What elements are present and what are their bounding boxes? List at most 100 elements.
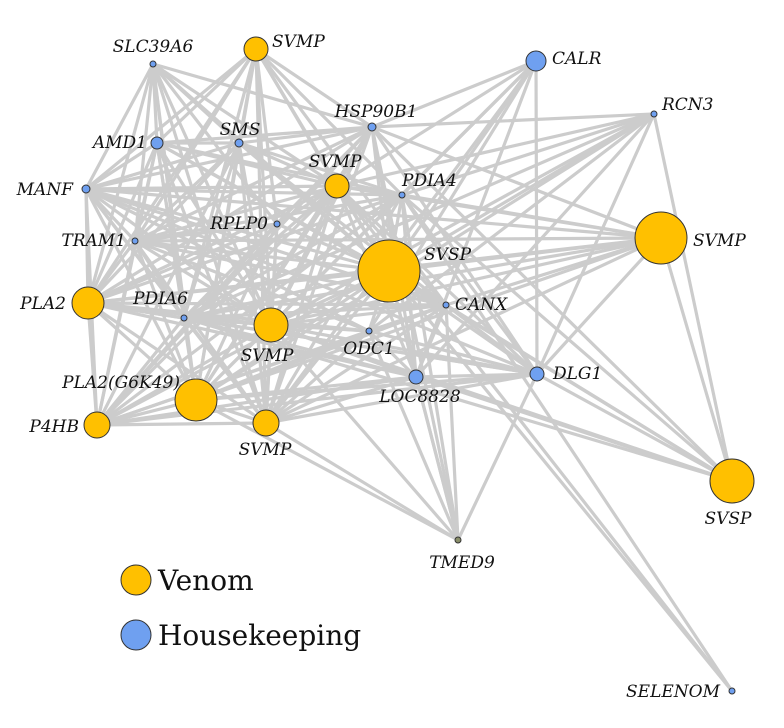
edge-ODC1-LOC8828 xyxy=(367,329,418,379)
edge-PDIA4-SVSP_right xyxy=(400,193,734,483)
edge-HSP90B1-AMD1 xyxy=(155,125,374,145)
edge-RPLP0-TRAM1 xyxy=(133,222,279,243)
node-RPLP0 xyxy=(273,220,281,228)
edge-HSP90B1-SVMP_low xyxy=(264,125,374,425)
node-label-SELENOM: SELENOM xyxy=(626,682,721,702)
node-SLC39A6 xyxy=(149,60,157,68)
edge-TRAM1-SVMP_right xyxy=(133,236,663,243)
edge-SVMP_right-SVSP_right xyxy=(659,236,734,483)
node-SVSP_big xyxy=(357,239,421,303)
edge-SVSP_big-P4HB xyxy=(95,269,391,427)
edge-RCN3-PDIA4 xyxy=(400,112,656,197)
edge-SVMP_top-RPLP0 xyxy=(254,47,279,226)
node-PLA2 xyxy=(71,286,105,320)
edge-SVSP_big-SELENOM xyxy=(387,269,734,693)
edge-HSP90B1-SVSP_right xyxy=(370,125,734,483)
edge-SLC39A6-SVMP_low xyxy=(151,62,268,425)
node-SVMP_center xyxy=(253,307,289,343)
node-label-SVSP_big: SVSP xyxy=(424,245,472,265)
edge-LOC8828-DLG1 xyxy=(414,372,539,379)
node-SVMP_mid xyxy=(324,173,350,199)
edge-RCN3-HSP90B1 xyxy=(370,112,656,129)
edge-SMS-SVMP_mid xyxy=(237,141,339,188)
edge-AMD1-MANF xyxy=(84,141,159,191)
node-label-MANF: MANF xyxy=(16,180,75,200)
node-label-CANX: CANX xyxy=(455,295,508,315)
edge-PDIA4-SVMP_right xyxy=(400,193,663,240)
edge-SMS-MANF xyxy=(84,141,241,191)
label-layer: SLC39A6 SVMP CALR RCN3 HSP90B1 AMD1 SMS SVMP PDI… xyxy=(16,32,752,702)
edge-SVSP_big-PDIA6 xyxy=(182,269,391,320)
node-label-SVMP_right: SVMP xyxy=(693,231,746,251)
edge-RPLP0-PLA2G6K49 xyxy=(194,222,279,402)
legend-venom-swatch xyxy=(120,564,152,596)
edge-SVMP_center-DLG1 xyxy=(269,323,539,376)
edge-LOC8828-TMED9 xyxy=(414,375,460,542)
node-TMED9 xyxy=(454,536,462,544)
node-label-TRAM1: TRAM1 xyxy=(61,231,126,251)
edge-P4HB-SVMP_low xyxy=(95,421,268,427)
edge-ODC1-TMED9 xyxy=(367,329,460,542)
node-label-PDIA4: PDIA4 xyxy=(401,171,457,191)
edge-SMS-PLA2 xyxy=(86,141,241,305)
node-ODC1 xyxy=(365,327,373,335)
edge-PLA2G6K49-TMED9 xyxy=(194,398,460,542)
edge-DLG1-TMED9 xyxy=(456,372,539,542)
edge-PDIA4-SELENOM xyxy=(400,193,734,693)
edge-SVMP_top-MANF xyxy=(84,47,258,191)
node-PDIA4 xyxy=(398,191,406,199)
edge-RCN3-PLA2G6K49 xyxy=(194,112,656,402)
node-label-SVMP_center: SVMP xyxy=(241,346,294,366)
node-SVMP_low xyxy=(252,409,280,437)
edge-CALR-HSP90B1 xyxy=(370,59,538,129)
edge-LOC8828-SVMP_low xyxy=(264,375,418,425)
node-PDIA6 xyxy=(180,314,188,322)
edge-HSP90B1-SMS xyxy=(237,125,374,145)
legend-item-housekeeping: Housekeeping xyxy=(120,619,361,652)
node-AMD1 xyxy=(150,136,164,150)
node-label-SVMP_mid: SVMP xyxy=(309,152,362,172)
edge-SVMP_mid-P4HB xyxy=(95,184,339,427)
edge-SVMP_right-PLA2G6K49 xyxy=(194,236,663,402)
edge-SLC39A6-PLA2 xyxy=(86,62,155,305)
edge-TRAM1-P4HB xyxy=(95,239,137,427)
edge-RCN3-SVSP_right xyxy=(652,112,734,483)
node-label-P4HB: P4HB xyxy=(28,417,79,437)
edge-RPLP0-PLA2 xyxy=(86,222,279,305)
edge-PDIA6-P4HB xyxy=(95,316,186,427)
node-MANF xyxy=(81,184,91,194)
edge-CANX-TMED9 xyxy=(444,303,460,542)
edge-TRAM1-SVMP_center xyxy=(133,239,273,327)
edge-SVMP_top-HSP90B1 xyxy=(254,47,374,129)
node-label-PDIA6: PDIA6 xyxy=(132,289,188,309)
node-label-LOC8828: LOC8828 xyxy=(378,387,461,407)
edge-AMD1-PDIA4 xyxy=(155,141,404,197)
node-label-SMS: SMS xyxy=(220,120,261,140)
node-label-ODC1: ODC1 xyxy=(343,339,394,359)
edge-SVMP_right-CANX xyxy=(444,236,663,307)
node-label-PLA2: PLA2 xyxy=(19,294,66,314)
edge-SMS-PDIA4 xyxy=(237,141,404,197)
edge-HSP90B1-TRAM1 xyxy=(133,125,374,243)
legend: Venom Housekeeping xyxy=(120,564,361,652)
edge-CANX-DLG1 xyxy=(444,303,539,376)
edge-AMD1-SVMP_center xyxy=(155,141,273,327)
node-label-CALR: CALR xyxy=(552,49,602,69)
legend-item-venom: Venom xyxy=(120,564,254,597)
node-LOC8828 xyxy=(408,369,424,385)
edge-PDIA6-CANX xyxy=(182,303,448,320)
edge-CANX-SVSP_right xyxy=(444,303,734,483)
edge-PDIA4-TRAM1 xyxy=(133,193,404,243)
node-label-HSP90B1: HSP90B1 xyxy=(334,102,418,122)
edge-PDIA6-SVSP_right xyxy=(182,316,734,483)
node-label-RPLP0: RPLP0 xyxy=(209,214,268,234)
node-label-DLG1: DLG1 xyxy=(552,364,602,384)
edge-PDIA4-MANF xyxy=(84,187,404,197)
edge-ODC1-DLG1 xyxy=(367,329,539,376)
edge-ODC1-P4HB xyxy=(95,329,371,427)
node-SMS xyxy=(234,138,244,148)
edge-SVMP_right-DLG1 xyxy=(535,236,663,376)
edge-PLA2-PLA2G6K49 xyxy=(86,301,198,402)
node-SVMP_top xyxy=(243,36,269,62)
